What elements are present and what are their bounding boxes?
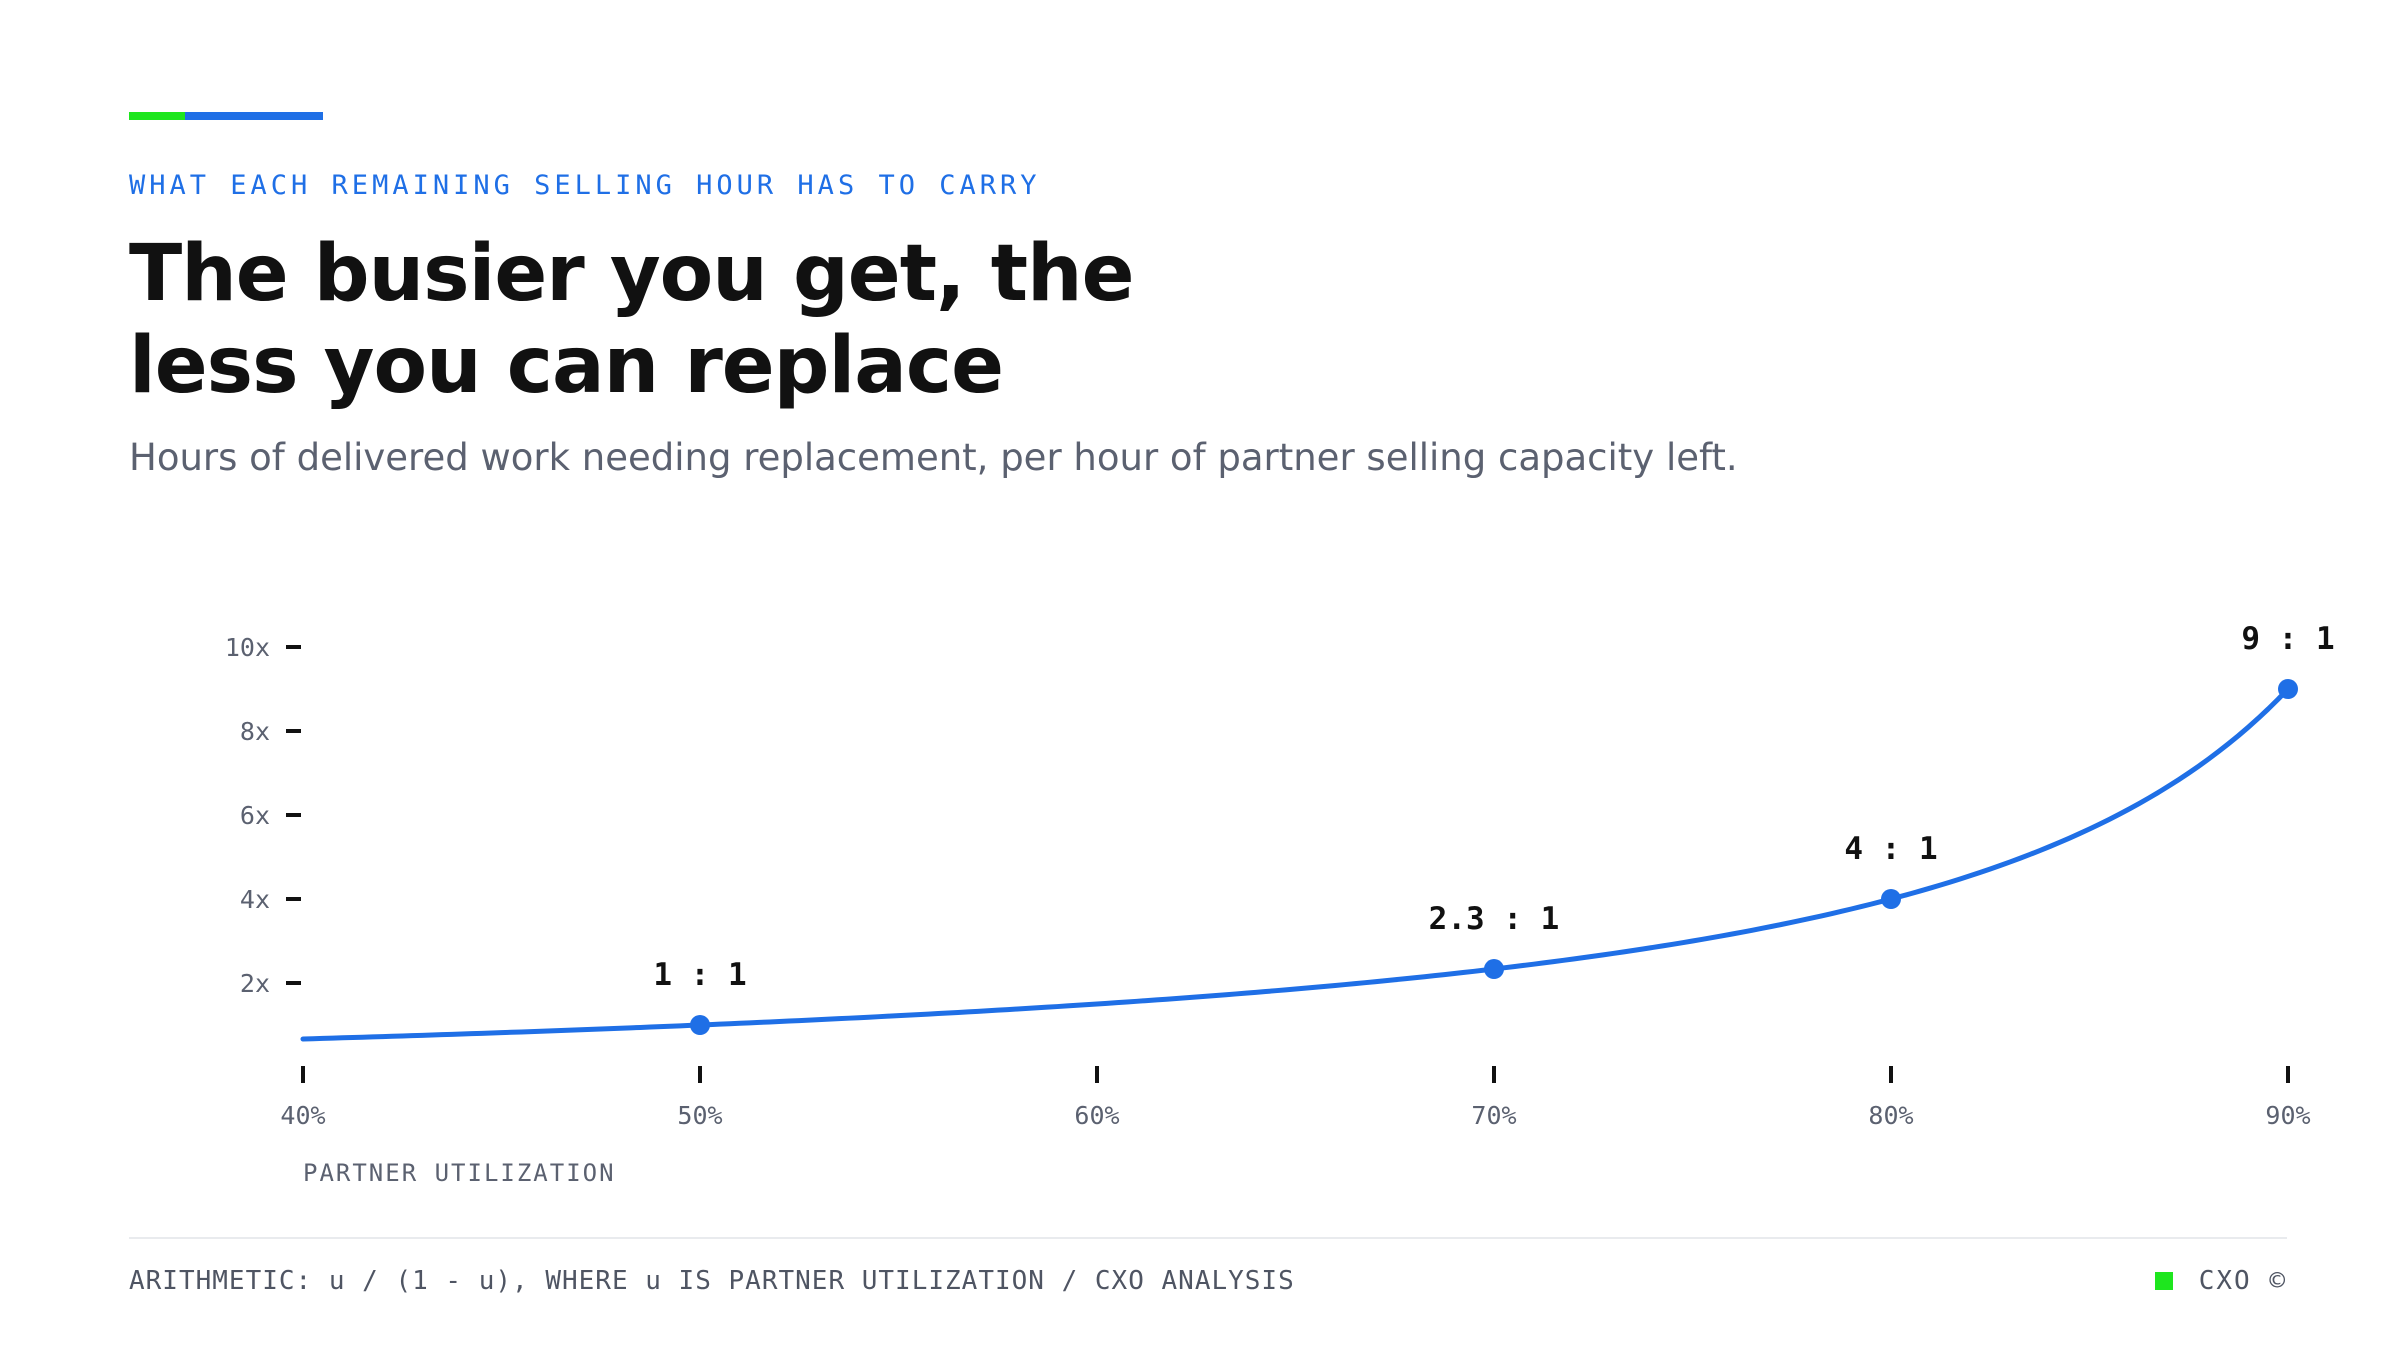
- footer-divider: [129, 1237, 2287, 1239]
- series-line: [300, 686, 2291, 1042]
- data-point: [2278, 679, 2298, 699]
- x-tick-label: 70%: [1471, 1101, 1516, 1130]
- x-axis-title: PARTNER UTILIZATION: [303, 1159, 616, 1187]
- page-title-line-1: The busier you get, the: [129, 229, 1134, 319]
- data-point: [690, 1015, 710, 1035]
- x-tick-label: 90%: [2265, 1101, 2310, 1130]
- y-tick-label: 10x: [225, 633, 270, 662]
- accent-bar-blue: [185, 112, 323, 120]
- brand-square-icon: [2154, 1272, 2173, 1290]
- data-point: [1881, 889, 1901, 909]
- y-tick-label: 6x: [240, 801, 270, 830]
- brand-name: CXO ©: [2198, 1266, 2287, 1296]
- eyebrow-label: WHAT EACH REMAINING SELLING HOUR HAS TO …: [129, 170, 1041, 201]
- page-title-line-2: less you can replace: [129, 321, 1004, 411]
- x-tick-label: 80%: [1868, 1101, 1913, 1130]
- data-point-label: 9 : 1: [2241, 621, 2334, 657]
- x-tick-label: 50%: [677, 1101, 722, 1130]
- x-tick-label: 60%: [1074, 1101, 1119, 1130]
- footer-source: ARITHMETIC: u / (1 - u), WHERE u IS PART…: [129, 1266, 1295, 1296]
- y-tick-label: 2x: [240, 969, 270, 998]
- data-point-label: 4 : 1: [1844, 831, 1937, 867]
- page-subtitle: Hours of delivered work needing replacem…: [129, 436, 1738, 479]
- page-title: The busier you get, the less you can rep…: [129, 228, 1229, 412]
- footer-brand: CXO ©: [2154, 1266, 2287, 1296]
- accent-bar: [129, 112, 323, 120]
- data-point-label: 1 : 1: [653, 957, 746, 993]
- utilization-chart: 2x 4x 6x 8x 10x 40% 50% 60% 70% 80% 90% PARTNER UTI…: [225, 621, 2335, 1187]
- x-tick-label: 40%: [280, 1101, 325, 1130]
- data-point: [1484, 959, 1504, 980]
- y-tick-label: 4x: [240, 885, 270, 914]
- accent-bar-green: [129, 112, 185, 120]
- y-tick-label: 8x: [240, 717, 270, 746]
- data-point-label: 2.3 : 1: [1429, 901, 1560, 937]
